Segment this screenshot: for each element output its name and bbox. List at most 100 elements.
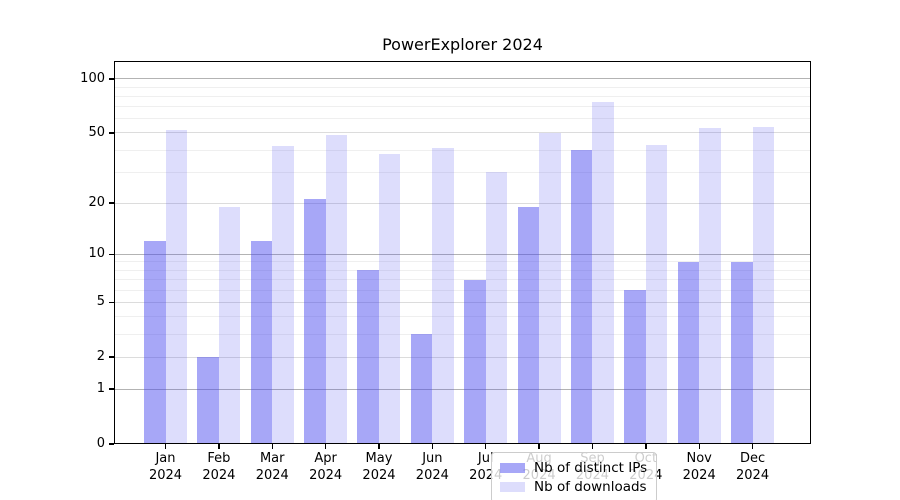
xtick-month: Apr [314,451,337,466]
ytick-20 [109,202,114,204]
plot-inner [114,61,811,444]
gridline-y-80 [114,95,811,97]
legend-swatch-downloads [500,481,525,492]
legend-swatch-distinct-ips [500,462,525,473]
plot-area: Nb of distinct IPs Nb of downloads [114,61,811,500]
gridline-y-9 [114,261,811,263]
bar-ips-feb [197,357,219,444]
xtick-year: 2024 [202,468,236,483]
xtick-year: 2024 [255,468,289,483]
xtick-label-dec: Dec 2024 [721,450,785,484]
bar-ips-may [357,270,379,444]
gridline-y-4 [114,316,811,318]
bar-ips-mar [250,241,273,444]
bar-downloads-apr [325,134,348,444]
ytick-2 [109,356,114,358]
xtick-may [378,444,380,449]
gridline-y-90 [114,86,811,88]
bar-ips-dec [731,261,753,444]
xtick-label-nov: Nov 2024 [667,450,731,484]
legend-label-distinct-ips: Nb of distinct IPs [534,459,648,476]
ytick-100 [109,78,114,80]
ytick-label-10: 10 [88,246,105,262]
xtick-year: 2024 [309,468,343,483]
xtick-label-apr: Apr 2024 [294,450,358,484]
ytick-label-0: 0 [96,436,105,451]
xtick-label-jun: Jun 2024 [400,450,464,484]
xtick-sep [591,444,594,449]
bar-downloads-jul [485,172,508,444]
legend-row-distinct-ips: Nb of distinct IPs [500,458,648,477]
xtick-year: 2024 [415,468,449,483]
bar-ips-sep [570,150,593,444]
xtick-apr [324,444,327,449]
xtick-nov [698,444,700,449]
xtick-year: 2024 [362,468,396,483]
gridline-y-5 [114,301,811,303]
xtick-month: Dec [739,451,766,466]
gridline-y-10 [114,253,811,255]
gridline-y-60 [114,118,811,120]
gridline-y-7 [114,279,811,280]
xtick-dec [751,444,754,449]
bar-ips-jun [410,334,433,444]
xtick-label-jan: Jan 2024 [134,450,198,484]
legend-label-downloads: Nb of downloads [534,478,647,495]
xtick-month: Jan [155,451,176,466]
bar-ips-jul [464,279,486,444]
bar-downloads-mar [272,146,294,444]
bar-ips-nov [677,261,700,444]
gridline-y-100 [114,78,811,80]
bar-ips-aug [517,207,540,444]
bar-downloads-sep [592,102,614,444]
ytick-label-2: 2 [96,349,105,365]
ytick-label-5: 5 [96,294,105,310]
bar-downloads-aug [539,132,561,444]
gridline-y-8 [114,269,811,271]
xtick-oct [645,444,647,449]
xtick-month: May [365,451,393,466]
bar-downloads-nov [699,128,721,444]
ytick-label-100: 100 [80,70,105,86]
xtick-year: 2024 [682,468,716,483]
xtick-month: Mar [259,451,285,466]
xtick-month: Jul [477,451,494,466]
ytick-1 [109,388,114,390]
bar-downloads-oct [645,144,668,444]
ytick-0 [109,443,114,445]
xtick-label-mar: Mar 2024 [240,450,304,484]
bar-ips-apr [304,199,326,444]
xtick-aug [538,444,540,449]
xtick-jan [164,444,167,449]
bar-ips-oct [624,290,646,444]
gridline-y-50 [114,132,811,134]
ytick-label-50: 50 [88,124,105,140]
bar-ips-jan [144,241,166,444]
xtick-year: 2024 [736,468,770,483]
legend-row-downloads: Nb of downloads [500,477,648,496]
bar-downloads-jun [432,148,454,444]
gridline-y-1 [114,388,811,390]
gridline-y-3 [114,333,811,335]
xtick-jul [485,444,487,449]
ytick-10 [109,253,114,255]
bar-downloads-dec [752,127,775,444]
xtick-month: Feb [207,451,231,466]
xtick-mar [271,444,273,449]
ytick-label-20: 20 [88,195,105,211]
ytick-label-1: 1 [96,381,105,397]
xtick-feb [218,444,220,449]
gridline-y-20 [114,202,811,204]
gridline-y-2 [114,356,811,358]
ytick-50 [109,132,114,134]
gridline-y-40 [114,149,811,151]
xtick-month: Jun [422,451,443,466]
bar-downloads-feb [218,207,241,444]
xtick-month: Nov [686,451,712,466]
xtick-label-feb: Feb 2024 [187,450,251,484]
gridline-y-30 [114,171,811,173]
ytick-5 [109,301,114,303]
xtick-label-may: May 2024 [347,450,411,484]
bar-downloads-may [378,154,401,444]
